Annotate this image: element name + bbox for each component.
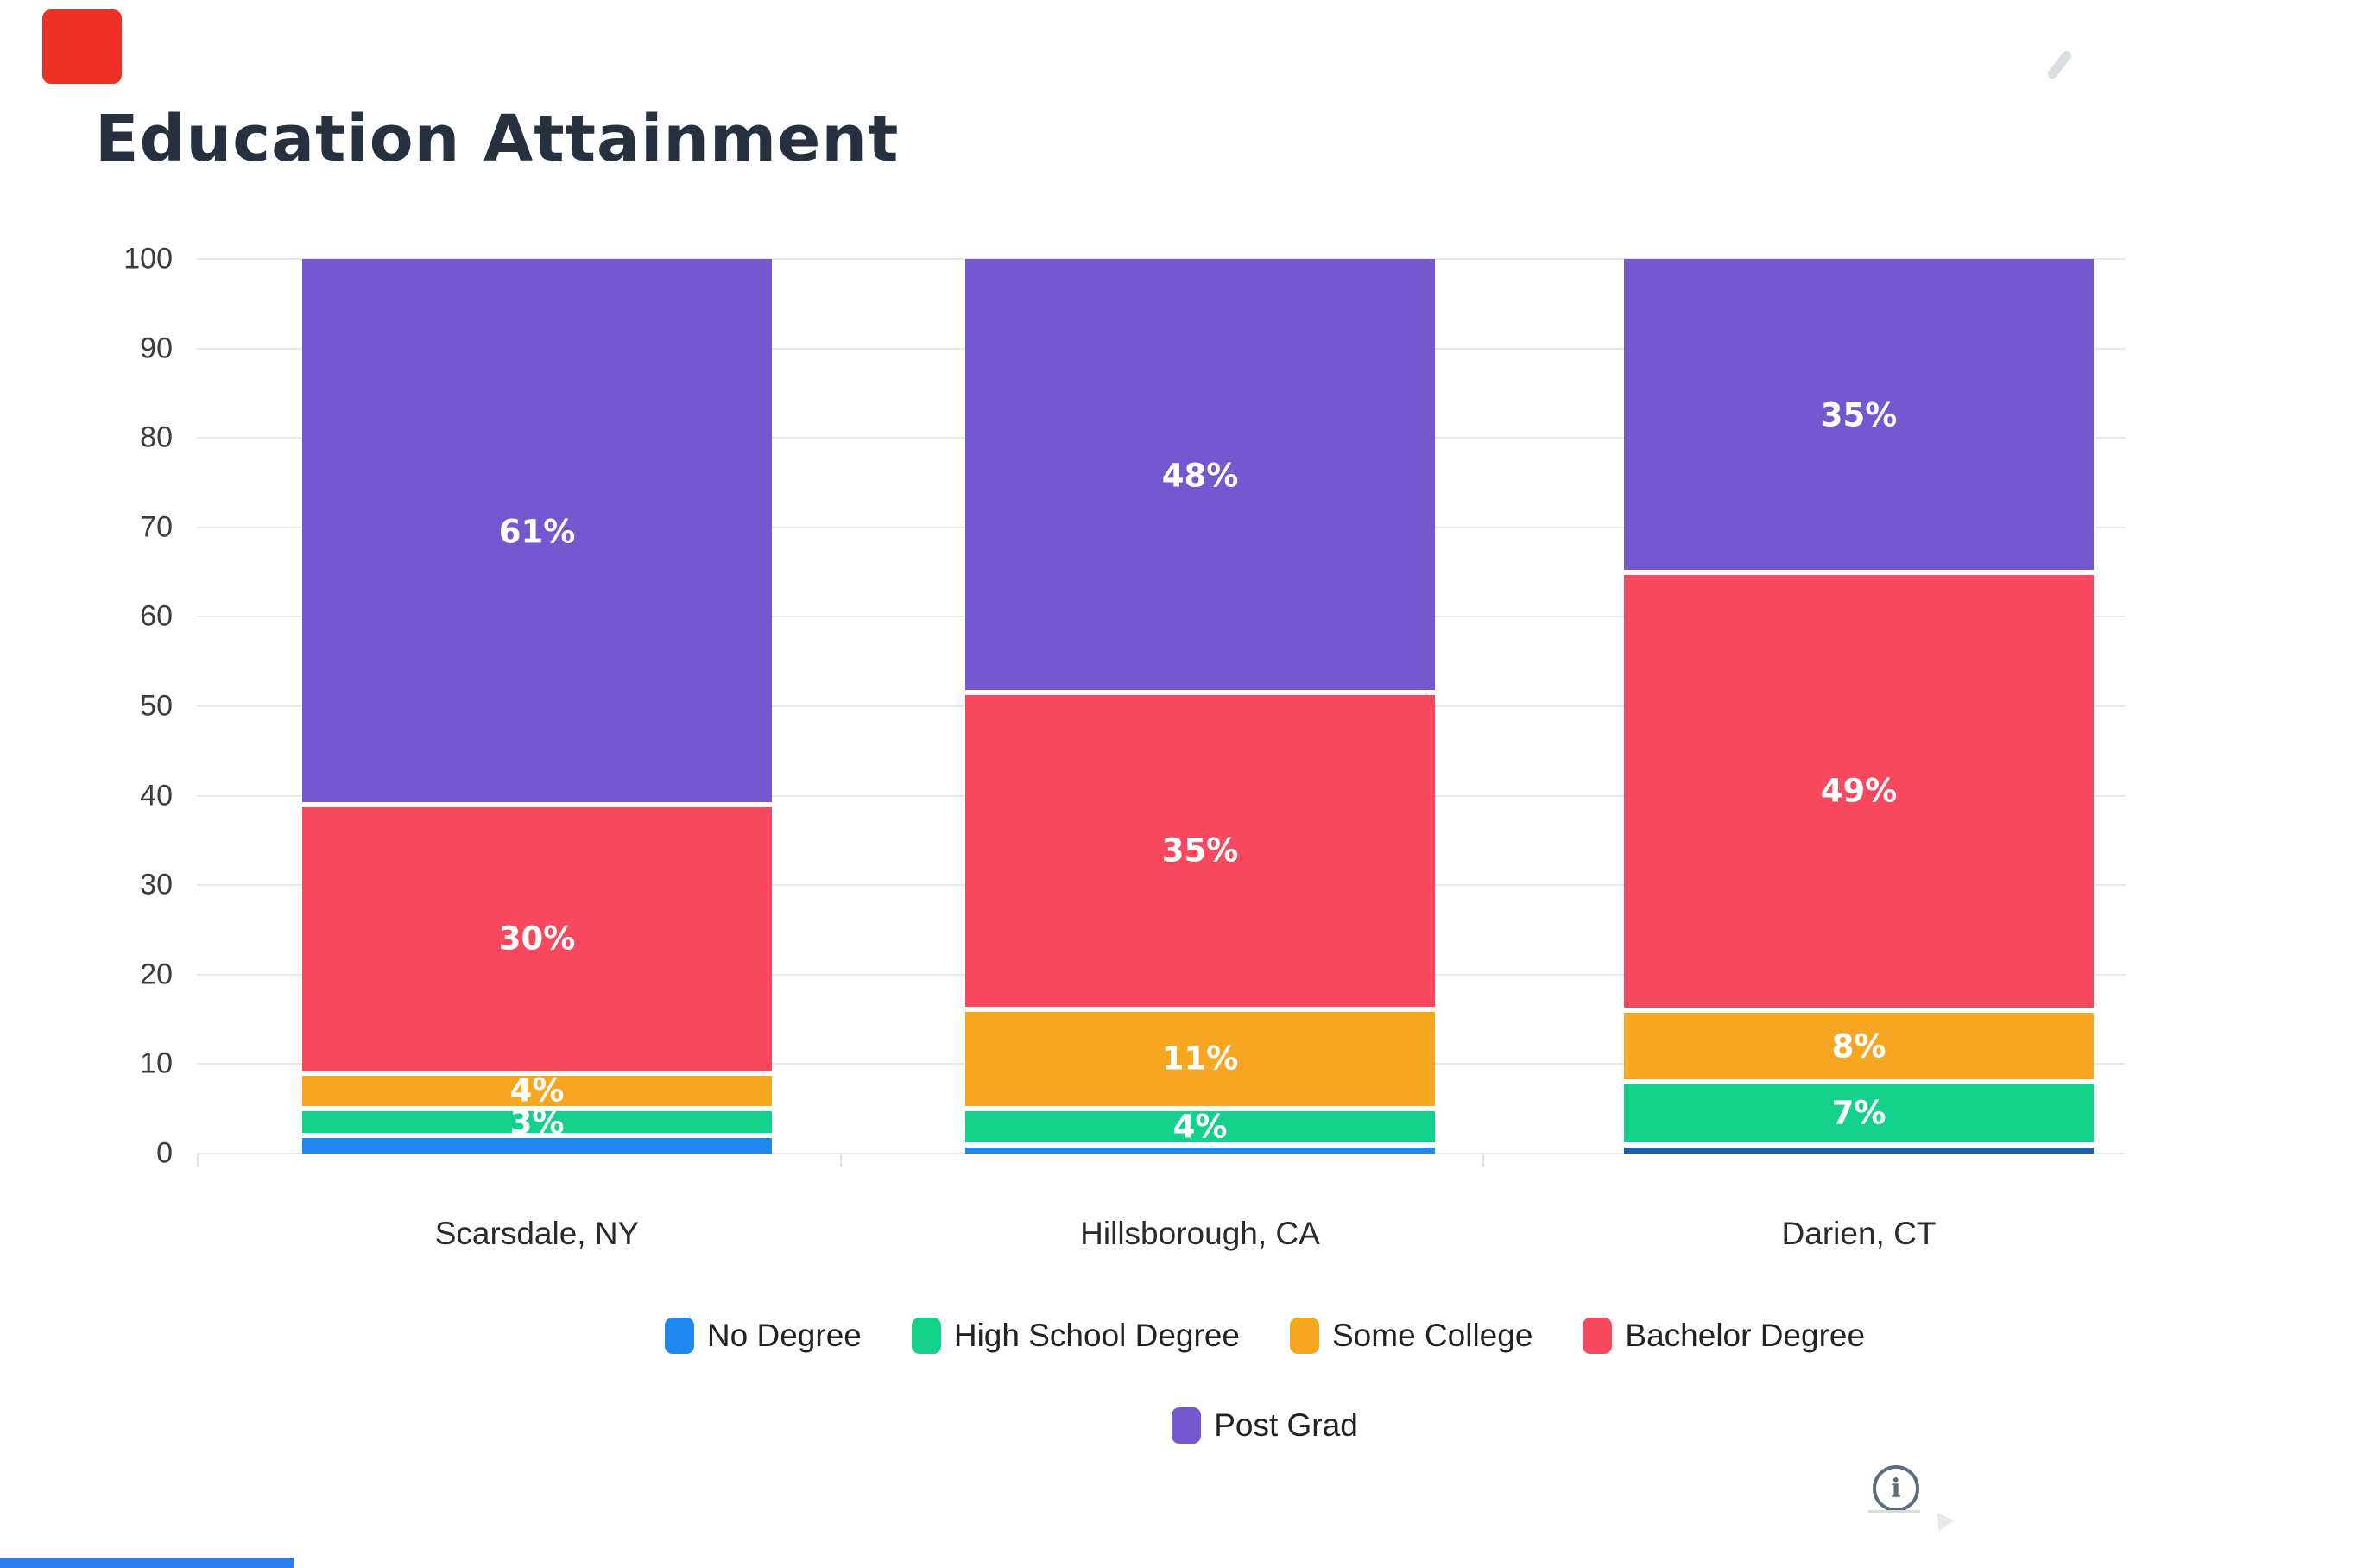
- x-category-label: Hillsborough, CA: [1080, 1216, 1320, 1251]
- legend-label: Post Grad: [1214, 1407, 1358, 1443]
- y-axis-tick-label: 40: [140, 779, 173, 812]
- legend-row-2: Post Grad: [197, 1407, 2229, 1444]
- bar-segment-label: 8%: [1831, 1027, 1886, 1065]
- segment-separator: [965, 1105, 1435, 1111]
- y-axis-tick-label: 70: [140, 510, 173, 544]
- bar-segment-label: 35%: [1161, 831, 1239, 869]
- segment-separator: [965, 690, 1435, 696]
- y-axis-tick-label: 20: [140, 958, 173, 991]
- bar-segment-some-college[interactable]: [1624, 1010, 2094, 1083]
- legend-row-1: No Degree High School Degree Some College B…: [197, 1318, 2229, 1354]
- bar-segment-high-school-degree[interactable]: [1624, 1082, 2094, 1145]
- segment-separator: [965, 1006, 1435, 1012]
- bar-segment-label: 11%: [1161, 1040, 1239, 1078]
- x-axis-boundary-tick: [1482, 1153, 1485, 1167]
- bottom-left-blue-strip: [0, 1558, 294, 1568]
- y-axis-tick-label: 0: [156, 1136, 173, 1170]
- x-category-label: Scarsdale, NY: [434, 1216, 640, 1251]
- legend-item-bachelor-degree[interactable]: Bachelor Degree: [1583, 1318, 1865, 1354]
- bar-segment-label: 4%: [509, 1072, 565, 1110]
- legend-label: No Degree: [706, 1318, 862, 1353]
- bar-segment-bachelor-degree[interactable]: [965, 692, 1435, 1009]
- bar-segment-post-grad[interactable]: [1624, 259, 2094, 572]
- segment-separator: [1624, 1079, 2094, 1085]
- bar-segment-label: 30%: [498, 920, 576, 958]
- legend-label: High School Degree: [953, 1318, 1240, 1353]
- bar-segment-high-school-degree[interactable]: [965, 1108, 1435, 1145]
- legend-item-post-grad[interactable]: Post Grad: [1172, 1407, 1358, 1444]
- bar-segment-bachelor-degree[interactable]: [302, 804, 772, 1073]
- segment-separator: [302, 1070, 772, 1076]
- info-underline: [1868, 1510, 1920, 1513]
- legend-swatch: [1290, 1318, 1319, 1354]
- gridline-0: [197, 1153, 2126, 1154]
- y-axis-tick-label: 80: [140, 420, 173, 454]
- legend-swatch: [664, 1318, 694, 1354]
- y-axis-tick-label: 60: [140, 599, 173, 633]
- y-axis-tick-label: 50: [140, 689, 173, 723]
- x-category-label: Darien, CT: [1781, 1216, 1937, 1251]
- bar-segment-no-degree[interactable]: [302, 1135, 772, 1154]
- chart-title: Education Attainment: [95, 102, 900, 176]
- bar-segment-label: 49%: [1820, 772, 1898, 810]
- y-axis-tick-label: 90: [140, 332, 173, 365]
- segment-separator: [302, 1106, 772, 1112]
- segment-separator: [1624, 1008, 2094, 1014]
- bar-segment-no-degree[interactable]: [965, 1144, 1435, 1154]
- segment-separator: [302, 1133, 772, 1139]
- legend-item-some-college[interactable]: Some College: [1290, 1318, 1532, 1354]
- bar-segment-no-degree[interactable]: [1624, 1144, 2094, 1154]
- segment-separator: [1624, 569, 2094, 575]
- bar-segment-some-college[interactable]: [302, 1072, 772, 1110]
- bar-segment-label: 7%: [1831, 1094, 1886, 1132]
- bar-segment-some-college[interactable]: [965, 1008, 1435, 1109]
- bar-segment-post-grad[interactable]: [302, 259, 772, 805]
- bar-segment-high-school-degree[interactable]: [302, 1109, 772, 1136]
- legend-label: Bachelor Degree: [1625, 1318, 1866, 1353]
- y-axis-tick-label: 30: [140, 868, 173, 901]
- bar-segment-post-grad[interactable]: [965, 259, 1435, 693]
- y-axis-tick-label: 10: [140, 1046, 173, 1080]
- segment-separator: [965, 1141, 1435, 1148]
- info-icon[interactable]: i: [1873, 1465, 1919, 1512]
- top-left-red-marker: [42, 9, 122, 84]
- bar-segment-bachelor-degree[interactable]: [1624, 572, 2094, 1011]
- segment-separator: [302, 801, 772, 807]
- legend-item-no-degree[interactable]: No Degree: [664, 1318, 862, 1354]
- segment-separator: [1624, 1141, 2094, 1148]
- bar-segment-label: 3%: [509, 1103, 565, 1141]
- bar-segment-label: 35%: [1820, 396, 1898, 434]
- axis-corner-tick: [197, 1154, 199, 1167]
- legend-item-high-school-degree[interactable]: High School Degree: [911, 1318, 1240, 1354]
- bar-segment-label: 61%: [498, 513, 576, 551]
- y-axis-tick-label: 100: [123, 242, 173, 275]
- bar-segment-label: 48%: [1161, 457, 1239, 495]
- legend-swatch: [911, 1318, 941, 1354]
- legend-swatch: [1172, 1407, 1202, 1444]
- x-axis-boundary-tick: [839, 1153, 842, 1167]
- info-icon-glyph: i: [1891, 1473, 1901, 1504]
- legend-swatch: [1583, 1318, 1613, 1354]
- legend-label: Some College: [1332, 1318, 1533, 1353]
- bar-segment-label: 4%: [1172, 1108, 1228, 1146]
